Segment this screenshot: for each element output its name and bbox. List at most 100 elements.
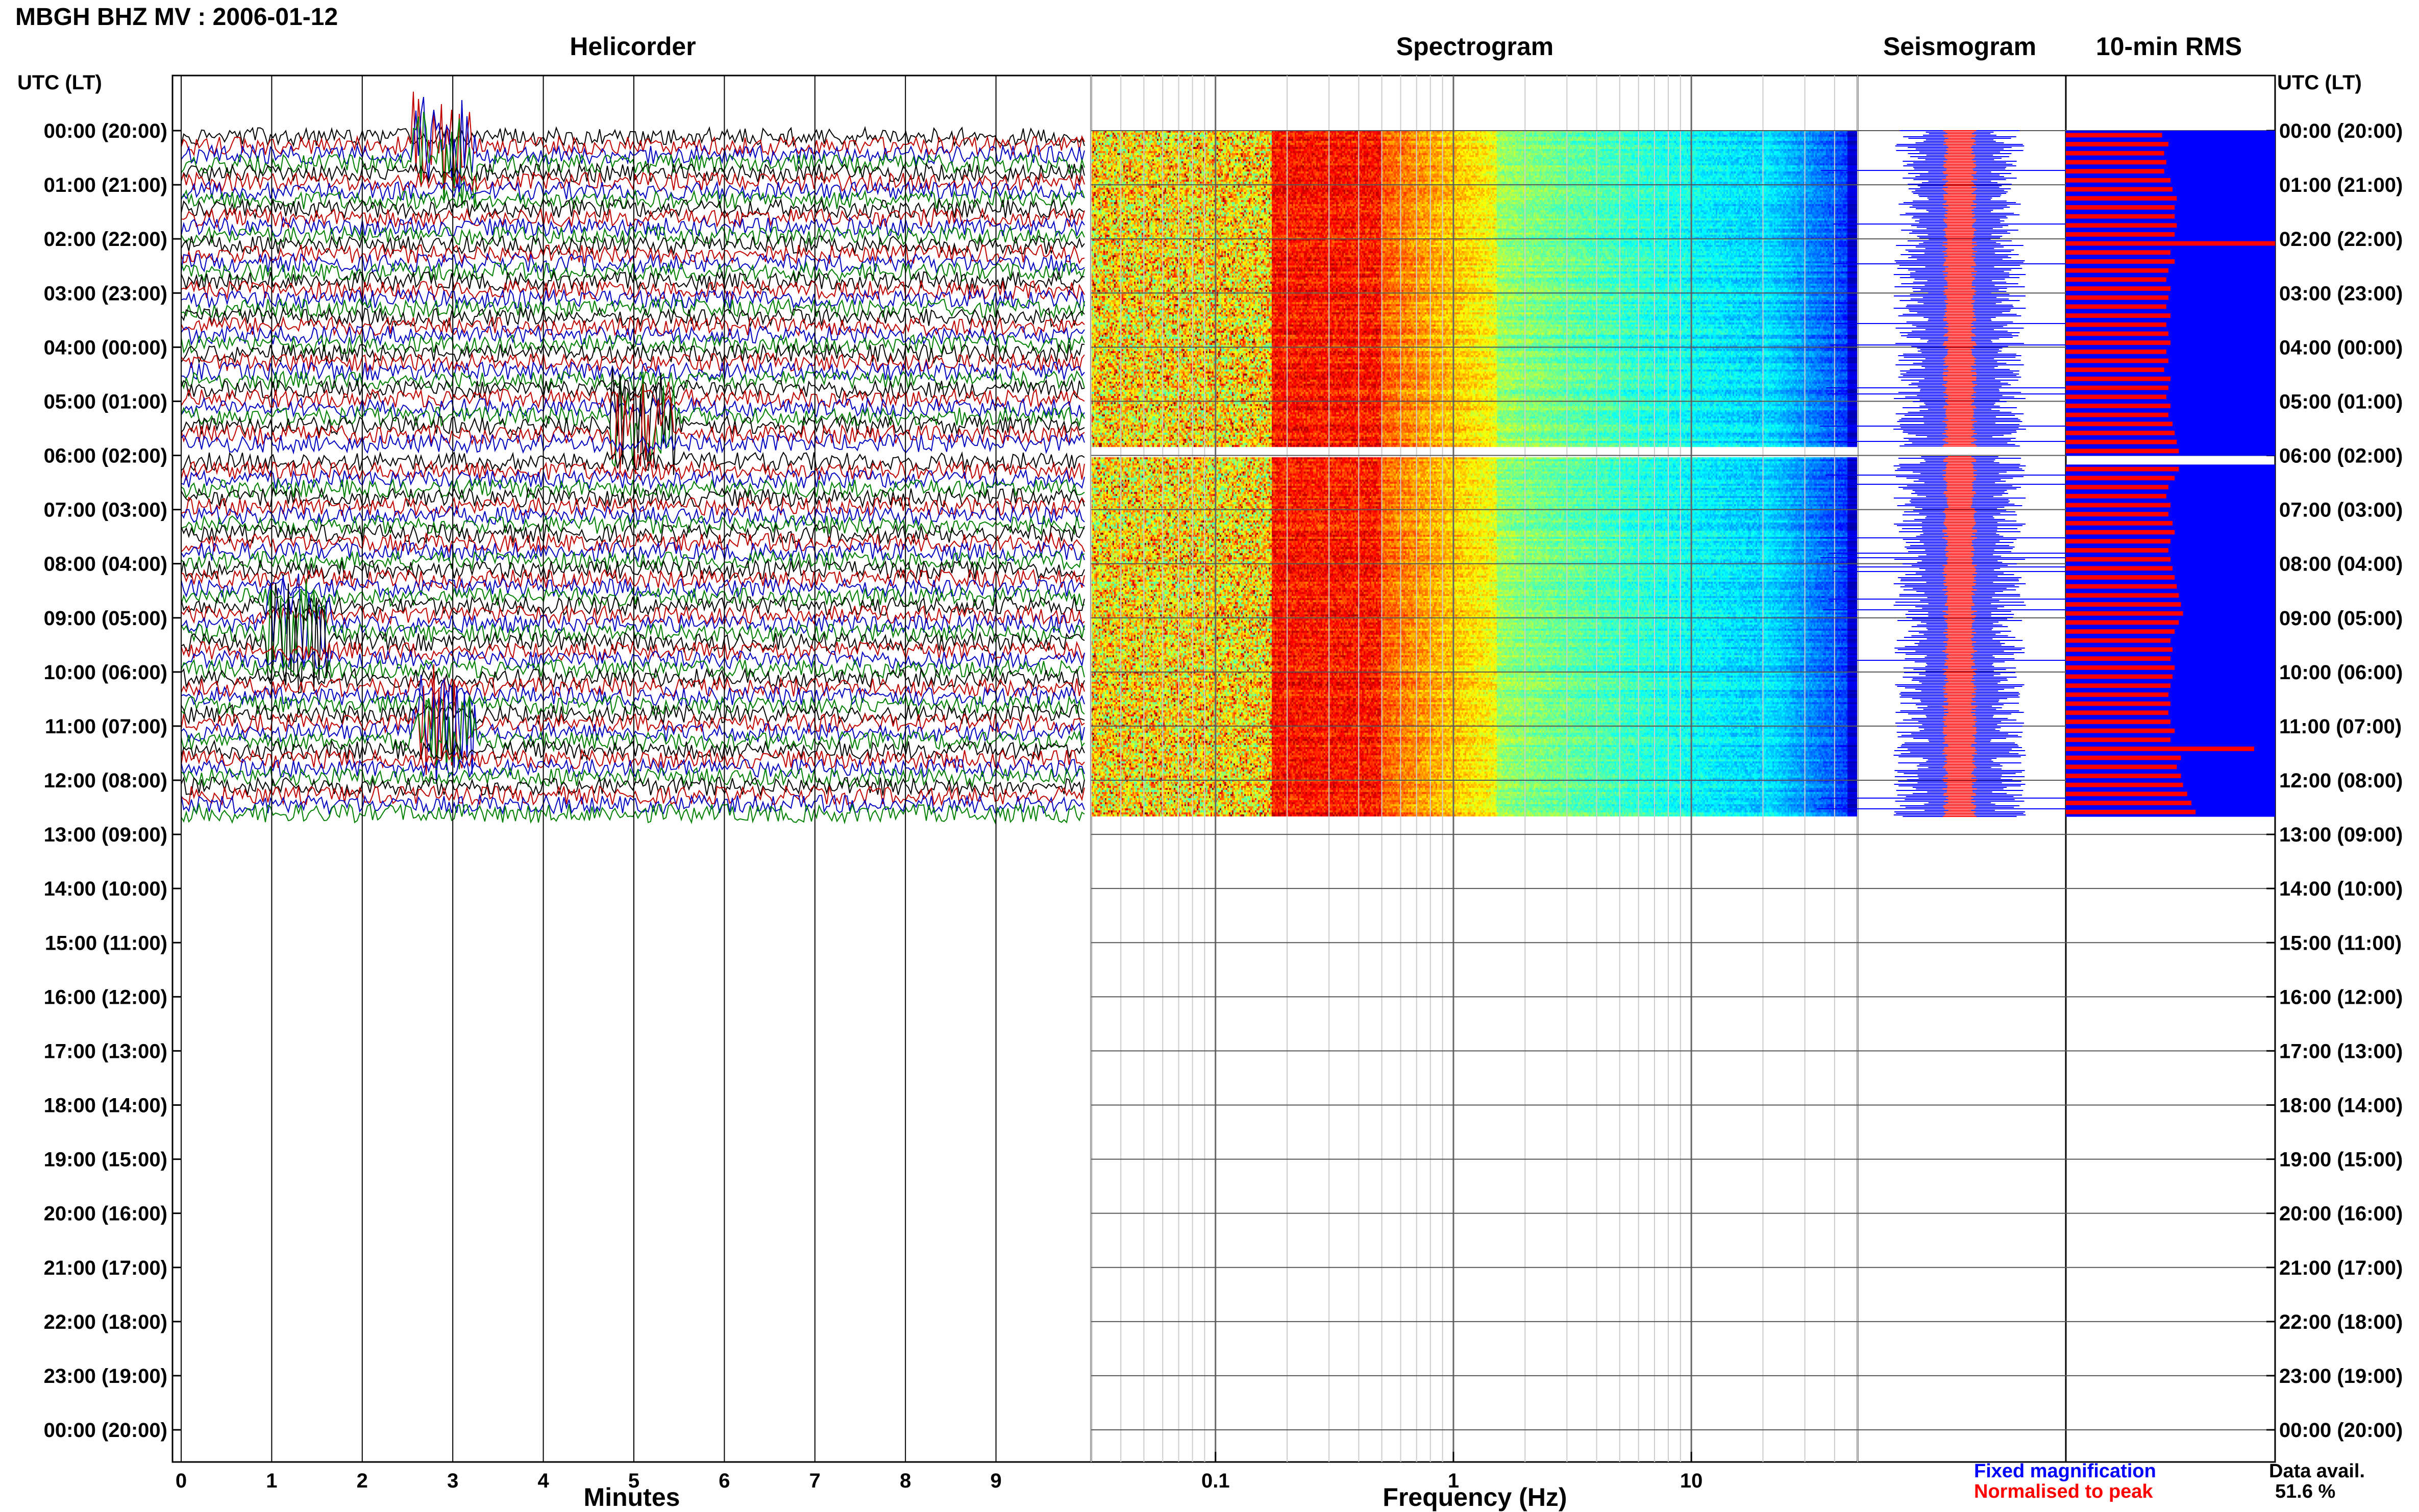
helicorder-trace [181, 514, 1085, 535]
helicorder-trace [181, 225, 1085, 246]
rms-normalised-bar [2066, 439, 2177, 444]
helicorder-trace [181, 694, 1085, 716]
rms-title: 10-min RMS [2095, 32, 2242, 61]
rms-normalised-bar [2066, 476, 2175, 481]
helicorder-trace [181, 270, 1085, 292]
time-tick-label-right: 12:00 (08:00) [2279, 770, 2403, 792]
helicorder-trace [181, 748, 1085, 771]
rms-normalised-bar [2066, 710, 2168, 715]
helicorder-trace [181, 766, 1085, 788]
rms-normalised-bar [2066, 449, 2179, 454]
rms-normalised-bar [2066, 620, 2179, 625]
helicorder-trace [181, 111, 1085, 208]
helicorder-trace [181, 640, 1085, 662]
rms-normalised-bar [2066, 548, 2168, 553]
helicorder-trace [181, 451, 1085, 473]
rms-normalised-bar [2066, 214, 2175, 219]
time-tick-label-right: 20:00 (16:00) [2279, 1203, 2403, 1225]
helicorder-trace [181, 495, 1085, 517]
spectrogram-xtick-label: 0.1 [1201, 1470, 1230, 1492]
helicorder-xtick-label: 9 [990, 1470, 1001, 1492]
time-tick-label-right: 15:00 (11:00) [2279, 932, 2402, 954]
time-tick-label-left: 23:00 (19:00) [44, 1365, 167, 1387]
seismogram-traces [1817, 130, 2103, 817]
helicorder-trace [181, 703, 1085, 726]
rms-normalised-bar [2066, 665, 2175, 670]
helicorder-trace [181, 567, 1085, 590]
time-tick-label-right: 08:00 (04:00) [2279, 553, 2403, 576]
time-tick-label-left: 11:00 (07:00) [45, 715, 167, 738]
helicorder-trace [181, 367, 1085, 475]
time-tick-label-left: 21:00 (17:00) [44, 1257, 167, 1279]
time-tick-label-left: 09:00 (05:00) [44, 607, 167, 630]
helicorder-trace [181, 252, 1085, 274]
rms-normalised-bar [2066, 809, 2196, 814]
rms-bars [2066, 131, 2275, 817]
rms-normalised-bar [2066, 431, 2175, 435]
time-tick-label-right: 17:00 (13:00) [2279, 1040, 2403, 1062]
rms-normalised-bar [2066, 250, 2170, 255]
helicorder-xtick-label: 0 [176, 1470, 187, 1492]
rms-normalised-bar [2066, 530, 2175, 535]
helicorder-trace [181, 739, 1085, 761]
time-tick-label-left: 00:00 (20:00) [44, 120, 167, 142]
time-tick-label-right: 19:00 (15:00) [2279, 1149, 2403, 1171]
helicorder-xtick-label: 5 [628, 1470, 639, 1492]
spectrogram-xtick-label: 1 [1448, 1470, 1459, 1492]
legend-normalised-to-peak: Normalised to peak [1974, 1481, 2153, 1502]
time-tick-label-left: 17:00 (13:00) [44, 1040, 167, 1062]
helicorder-trace [181, 468, 1085, 491]
rms-normalised-bar [2066, 782, 2183, 787]
rms-normalised-bar [2066, 692, 2168, 697]
rms-normalised-bar [2066, 728, 2175, 733]
rms-normalised-bar [2066, 403, 2170, 408]
helicorder-xtick-label: 3 [447, 1470, 458, 1492]
rms-normalised-bar [2066, 232, 2175, 237]
spectrogram-xtick-label: 10 [1680, 1470, 1703, 1492]
rms-normalised-bar [2066, 701, 2170, 706]
time-tick-label-right: 00:00 (20:00) [2279, 1419, 2403, 1442]
rms-normalised-bar [2066, 187, 2173, 192]
rms-normalised-bar [2066, 566, 2173, 571]
time-tick-label-left: 01:00 (21:00) [44, 174, 167, 196]
time-tick-label-left: 13:00 (09:00) [44, 824, 167, 846]
rms-normalised-bar [2066, 764, 2177, 770]
rms-normalised-bar [2066, 611, 2183, 616]
time-tick-label-left: 12:00 (08:00) [44, 770, 167, 792]
helicorder-trace [181, 369, 1085, 391]
time-tick-label-left: 19:00 (15:00) [44, 1149, 167, 1171]
time-tick-label-left: 15:00 (11:00) [45, 932, 167, 954]
rms-normalised-bar [2066, 367, 2164, 373]
time-tick-label-right: 22:00 (18:00) [2279, 1311, 2403, 1333]
rms-normalised-bar [2066, 268, 2168, 273]
helicorder-xtick-label: 6 [719, 1470, 730, 1492]
time-tick-label-right: 16:00 (12:00) [2279, 986, 2403, 1008]
time-tick-label-left: 18:00 (14:00) [44, 1095, 167, 1117]
helicorder-trace [181, 234, 1085, 256]
rms-normalised-bar [2066, 340, 2170, 345]
helicorder-trace [181, 189, 1085, 211]
time-tick-label-left: 10:00 (06:00) [44, 661, 167, 684]
time-tick-label-right: 21:00 (17:00) [2279, 1257, 2403, 1279]
helicorder-trace [181, 162, 1085, 184]
time-tick-label-right: 13:00 (09:00) [2279, 824, 2403, 846]
rms-normalised-bar [2066, 331, 2168, 336]
time-tick-label-right: 05:00 (01:00) [2279, 390, 2403, 413]
time-tick-label-right: 18:00 (14:00) [2279, 1095, 2403, 1117]
rms-normalised-bar [2066, 466, 2179, 472]
rms-normalised-bar [2066, 169, 2164, 174]
helicorder-trace [181, 757, 1085, 778]
helicorder-xtick-label: 2 [357, 1470, 368, 1492]
helicorder-trace [181, 371, 1085, 468]
time-tick-label-right: 14:00 (10:00) [2279, 878, 2403, 900]
rms-normalised-bar [2066, 151, 2164, 156]
spectrogram-heatmap [1091, 131, 1858, 816]
helicorder-xlabel: Minutes [583, 1483, 680, 1511]
rms-normalised-bar [2066, 656, 2170, 661]
helicorder-trace [181, 649, 1085, 671]
helicorder-trace [181, 207, 1085, 229]
rms-normalised-bar [2066, 584, 2177, 589]
rms-normalised-bar [2066, 178, 2170, 183]
